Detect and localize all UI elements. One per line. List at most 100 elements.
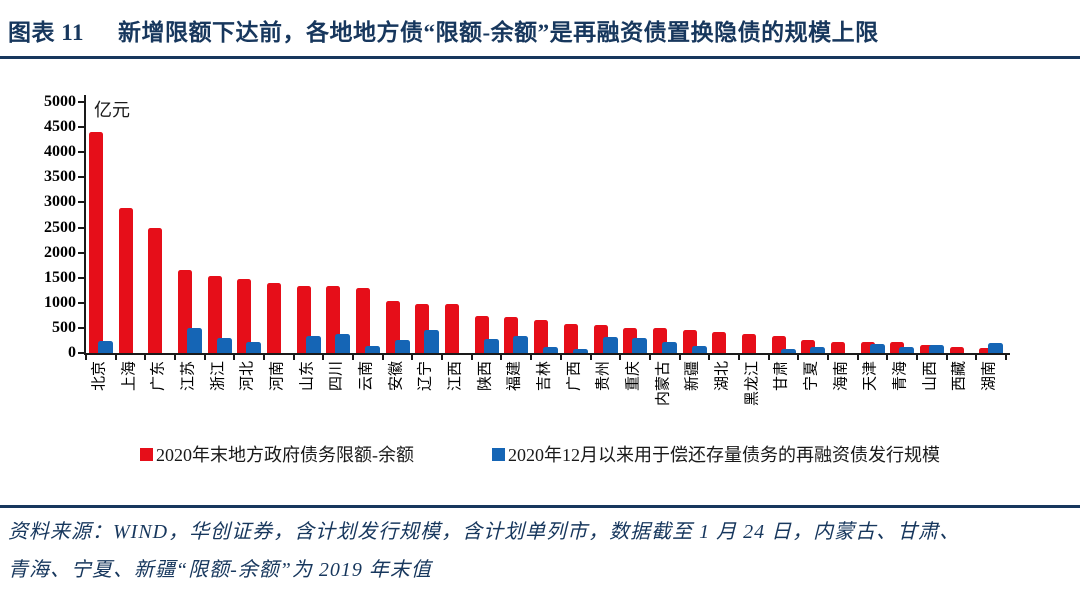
limit-balance-bar xyxy=(148,227,163,353)
x-axis-tick-mark xyxy=(737,355,740,360)
refinancing-bar xyxy=(869,343,885,353)
x-axis-tick-mark xyxy=(619,355,622,360)
refinancing-bar xyxy=(216,337,232,353)
x-axis-tick-mark xyxy=(797,355,800,360)
x-axis-tick-mark xyxy=(559,355,562,360)
limit-balance-bar xyxy=(296,285,311,353)
x-axis-tick-mark xyxy=(975,355,978,360)
refinancing-bar xyxy=(98,341,113,353)
y-axis-tick-mark xyxy=(78,326,84,329)
limit-balance-bar xyxy=(860,341,875,353)
x-axis-tick-mark xyxy=(1005,355,1007,360)
bar-chart: 亿元 0 500 1000 1500 2000 2500 3000 3500 4000 4500 5… xyxy=(44,93,1010,407)
limit-balance-bar xyxy=(356,287,371,353)
refinancing-bar xyxy=(394,340,410,353)
y-axis-tick-mark xyxy=(78,201,84,204)
x-axis-label-text: 甘肃 xyxy=(773,361,790,392)
limit-balance-bar xyxy=(385,301,400,353)
refinancing-bar xyxy=(602,336,618,353)
limit-balance-bar xyxy=(563,323,578,353)
limit-balance-bar xyxy=(267,282,282,353)
source-note: 资料来源：WIND，华创证券，含计划发行规模，含计划单列市，数据截至 1 月 2… xyxy=(8,513,1076,589)
x-axis-tick-mark xyxy=(886,355,889,360)
x-axis-label-text: 福建 xyxy=(506,361,523,392)
figure-title: 图表 11 新增限额下达前，各地地方债“限额-余额”是再融资债置换隐债的规模上限 xyxy=(8,13,1076,47)
refinancing-bar xyxy=(543,347,559,353)
x-axis-tick-mark xyxy=(292,355,295,360)
y-axis-tick-mark xyxy=(78,276,84,279)
x-axis-label-text: 内蒙古 xyxy=(655,361,672,407)
legend-item-limit-balance: 2020年末地方政府债务限额-余额 xyxy=(140,441,414,467)
x-axis-label-text: 云南 xyxy=(358,361,375,392)
y-axis-tick-label: 2500 xyxy=(44,218,76,236)
limit-balance-bar xyxy=(237,278,252,353)
limit-balance-bar xyxy=(118,208,133,353)
y-axis-tick-label: 500 xyxy=(52,318,76,336)
x-axis-label-text: 四川 xyxy=(328,361,345,392)
x-axis-tick-mark xyxy=(85,355,87,360)
limit-balance-bar xyxy=(534,319,549,353)
x-axis-label-text: 贵州 xyxy=(595,361,612,392)
x-axis-label-text: 北京 xyxy=(91,361,108,392)
x-axis-tick-mark xyxy=(945,355,948,360)
refinancing-bar xyxy=(513,336,529,353)
x-axis-tick-mark xyxy=(470,355,473,360)
y-axis-tick-mark xyxy=(78,352,84,354)
x-axis-tick-mark xyxy=(500,355,503,360)
y-axis-tick-mark xyxy=(78,101,84,103)
x-axis-tick-mark xyxy=(648,355,651,360)
legend-swatch-red xyxy=(140,447,153,461)
refinancing-bar xyxy=(928,344,944,353)
x-axis-label-text: 上海 xyxy=(121,361,137,392)
x-axis-label-text: 安徽 xyxy=(388,361,405,392)
refinancing-bar xyxy=(988,343,1004,353)
refinancing-bar xyxy=(335,333,351,353)
refinancing-bar xyxy=(424,330,440,353)
x-axis-label-text: 广东 xyxy=(150,361,167,392)
chart-legend: 2020年末地方政府债务限额-余额 2020年12月以来用于偿还存量债务的再融资… xyxy=(0,441,1080,467)
limit-balance-bar xyxy=(207,275,222,353)
x-axis-tick-mark xyxy=(144,355,147,360)
refinancing-bar xyxy=(483,338,499,353)
y-axis-tick-label: 5000 xyxy=(44,93,76,110)
refinancing-bar xyxy=(691,346,707,353)
x-axis-label-text: 辽宁 xyxy=(417,361,434,392)
x-axis-label-text: 河南 xyxy=(269,361,286,392)
limit-balance-bar xyxy=(741,334,756,353)
title-divider-line xyxy=(0,56,1080,59)
x-axis-tick-mark xyxy=(678,355,681,360)
x-axis-label-text: 河北 xyxy=(239,361,256,392)
y-axis-unit-label: 亿元 xyxy=(94,100,130,120)
x-axis-label-text: 新疆 xyxy=(684,361,701,392)
x-axis-tick-mark xyxy=(915,355,918,360)
y-axis-tick-label: 1000 xyxy=(44,293,76,311)
limit-balance-bar xyxy=(979,347,994,353)
x-axis-label-text: 江苏 xyxy=(180,361,197,392)
source-note-line-2: 青海、宁夏、新疆“限额-余额”为 2019 年末值 xyxy=(8,559,432,581)
x-axis-tick-mark xyxy=(114,355,117,360)
refinancing-bar xyxy=(661,341,677,353)
y-axis-tick-mark xyxy=(78,251,84,254)
legend-swatch-blue xyxy=(492,447,505,461)
x-axis-label-text: 山东 xyxy=(299,361,316,392)
limit-balance-bar xyxy=(712,331,727,353)
x-axis-line xyxy=(84,353,1010,355)
y-axis-tick-label: 0 xyxy=(68,344,76,361)
x-axis-label-text: 黑龙江 xyxy=(744,361,761,407)
limit-balance-bar xyxy=(89,132,103,353)
refinancing-bar xyxy=(246,341,262,353)
x-axis-tick-mark xyxy=(589,355,592,360)
y-axis-line xyxy=(84,95,86,355)
y-axis-tick-label: 3500 xyxy=(44,168,76,186)
legend-label-limit-balance: 2020年末地方政府债务限额-余额 xyxy=(156,445,414,465)
x-axis-label-text: 海南 xyxy=(833,361,850,392)
y-axis-tick-mark xyxy=(78,301,84,304)
footer-divider-line xyxy=(0,505,1080,508)
y-axis-tick-mark xyxy=(78,176,84,179)
refinancing-bar xyxy=(899,346,915,353)
limit-balance-bar xyxy=(890,342,905,353)
x-axis-label-text: 湖北 xyxy=(714,361,731,392)
refinancing-bar xyxy=(810,347,826,353)
x-axis-label-text: 吉林 xyxy=(536,361,553,392)
